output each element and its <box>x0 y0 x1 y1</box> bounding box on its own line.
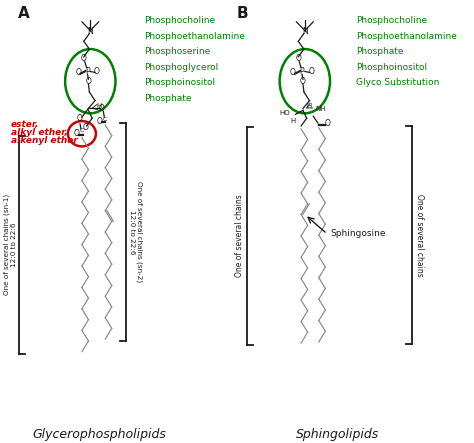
Text: H: H <box>96 104 101 109</box>
Text: One of several chains (sn-1)
12:0 to 22:6: One of several chains (sn-1) 12:0 to 22:… <box>3 194 17 295</box>
Text: Phosphoethanolamine: Phosphoethanolamine <box>145 31 245 41</box>
Text: One of several chains: One of several chains <box>235 194 244 277</box>
Text: ester,: ester, <box>11 120 39 129</box>
Text: Sphingosine: Sphingosine <box>330 229 385 238</box>
Text: Phosphoglycerol: Phosphoglycerol <box>145 63 219 72</box>
Text: O: O <box>97 117 102 125</box>
Text: C: C <box>80 128 84 133</box>
Text: O: O <box>309 67 314 76</box>
Text: P: P <box>85 67 90 76</box>
Text: Phosphate: Phosphate <box>356 47 404 56</box>
Text: O: O <box>75 68 81 77</box>
Text: O: O <box>300 77 306 85</box>
Text: P: P <box>300 67 304 76</box>
Text: alkenyl ether: alkenyl ether <box>11 136 78 145</box>
Text: O: O <box>82 124 89 132</box>
Text: H: H <box>290 118 295 124</box>
Text: Phosphocholine: Phosphocholine <box>356 16 427 25</box>
Text: O: O <box>324 120 330 128</box>
Text: H: H <box>306 102 311 109</box>
Text: NH: NH <box>315 106 326 113</box>
Text: N: N <box>87 27 93 36</box>
Text: C: C <box>103 117 108 122</box>
Text: O: O <box>295 54 301 63</box>
Text: One of several chains (sn-2)
12:0 to 22:6: One of several chains (sn-2) 12:0 to 22:… <box>128 182 142 283</box>
Text: A: A <box>18 6 29 21</box>
Text: alkyl ether,: alkyl ether, <box>11 128 68 137</box>
Text: Phosphoinositol: Phosphoinositol <box>356 63 427 72</box>
Text: O: O <box>73 129 79 138</box>
Text: O: O <box>290 68 296 77</box>
Text: O: O <box>99 104 104 113</box>
Text: O: O <box>77 114 83 123</box>
Text: N: N <box>302 27 308 36</box>
Text: Phosphate: Phosphate <box>145 94 192 103</box>
Text: Phosphoserine: Phosphoserine <box>145 47 210 56</box>
Text: O: O <box>85 77 91 85</box>
Text: Sphingolipids: Sphingolipids <box>296 427 379 441</box>
Text: B: B <box>237 6 248 21</box>
Text: One of several chains: One of several chains <box>415 194 424 276</box>
Text: Phosphoinositol: Phosphoinositol <box>145 78 216 87</box>
Text: O: O <box>81 54 87 63</box>
Text: HO: HO <box>279 110 290 117</box>
Text: Phosphocholine: Phosphocholine <box>145 16 216 25</box>
Text: Glycerophospholipids: Glycerophospholipids <box>33 427 166 441</box>
Text: Phosphoethanolamine: Phosphoethanolamine <box>356 31 457 41</box>
Text: O: O <box>94 67 100 76</box>
Text: Glyco Substitution: Glyco Substitution <box>356 78 439 87</box>
